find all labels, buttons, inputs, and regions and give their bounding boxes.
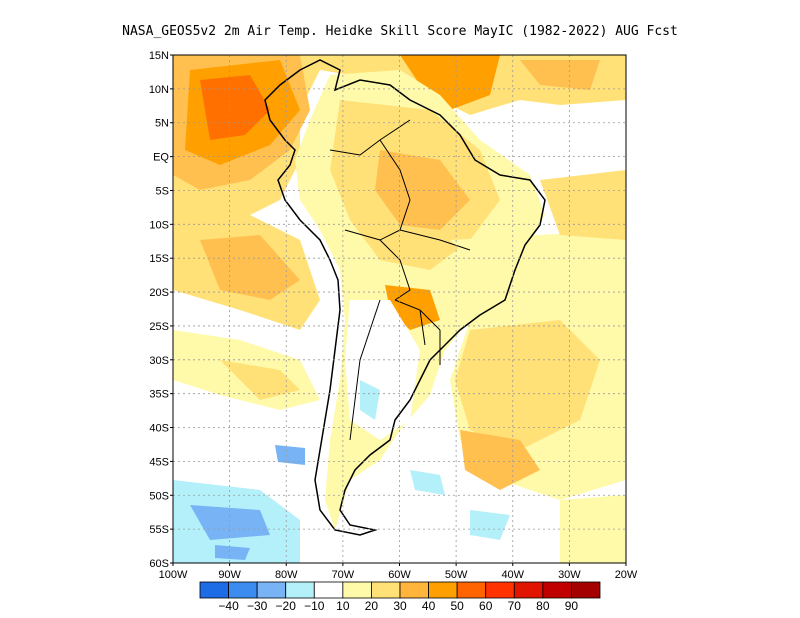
colorbar (199, 581, 601, 599)
colorbar-label: 80 (536, 599, 550, 613)
colorbar-swatch (313, 581, 344, 599)
lon-tick-label: 100W (159, 569, 188, 581)
colorbar-swatch (399, 581, 429, 599)
map-field (173, 55, 626, 563)
colorbar-swatch (285, 581, 315, 599)
colorbar-label: −30 (247, 599, 268, 613)
lon-tick-label: 90W (218, 569, 241, 581)
lat-tick-label: 45S (149, 456, 169, 468)
lon-tick-label: 50W (445, 569, 468, 581)
colorbar-label: 90 (565, 599, 579, 613)
colorbar-swatch (342, 581, 372, 599)
map-grid (173, 55, 626, 563)
colorbar-label: 20 (365, 599, 379, 613)
colorbar-label: 70 (508, 599, 522, 613)
colorbar-label: 10 (336, 599, 350, 613)
lat-tick-label: 25S (149, 321, 169, 333)
continent-coastline (264, 59, 546, 536)
lat-tick-label: 10N (149, 84, 169, 96)
lon-tick-label: 70W (332, 569, 355, 581)
colorbar-swatch (428, 581, 458, 599)
lat-tick-label: 55S (149, 524, 169, 536)
lat-tick-label: 50S (149, 490, 169, 502)
colorbar-swatch (485, 581, 515, 599)
lon-tick-label: 30W (558, 569, 581, 581)
lat-tick-label: 15N (149, 50, 169, 62)
lat-tick-label: 15S (149, 253, 169, 265)
colorbar-swatch (513, 581, 544, 599)
lon-tick-label: 80W (275, 569, 298, 581)
colorbar-swatch (456, 581, 487, 599)
lat-tick-label: 60S (149, 558, 169, 570)
colorbar-label: 30 (393, 599, 407, 613)
colorbar-labels: −40 −30 −20 −10 10 20 30 40 50 60 70 80 90 (218, 599, 578, 613)
colorbar-swatch (199, 581, 229, 599)
lat-tick-label: 30S (149, 355, 169, 367)
map-title: NASA_GEOS5v2 2m Air Temp. Heidke Skill S… (122, 24, 678, 39)
colorbar-label: −40 (218, 599, 239, 613)
colorbar-swatch (571, 581, 601, 599)
colorbar-swatch (371, 581, 401, 599)
lon-tick-label: 60W (388, 569, 411, 581)
lon-tick-label: 20W (615, 569, 638, 581)
colorbar-swatch (542, 581, 572, 599)
colorbar-label: 50 (450, 599, 464, 613)
lat-tick-label: 40S (149, 423, 169, 435)
lon-tick-label: 40W (501, 569, 524, 581)
skill-shading (173, 55, 626, 563)
lat-tick-label: 35S (149, 389, 169, 401)
lat-tick-label: 5S (156, 185, 169, 197)
lat-tick-label: 20S (149, 287, 169, 299)
colorbar-label: 60 (479, 599, 493, 613)
colorbar-swatch (228, 581, 258, 599)
lat-tick-label: 10S (149, 219, 169, 231)
colorbar-label: 40 (422, 599, 436, 613)
lat-tick-label: 5N (155, 118, 169, 130)
latitude-labels: 15N 10N 5N EQ 5S 10S 15S 20S 25S 30S 35S 40S 45S 50S 5… (149, 50, 173, 570)
lat-tick-label: EQ (153, 152, 169, 164)
colorbar-label: −10 (304, 599, 325, 613)
colorbar-swatch (256, 581, 287, 599)
longitude-labels: 100W 90W 80W 70W 60W 50W 40W 30W 20W (159, 563, 638, 581)
colorbar-label: −20 (276, 599, 297, 613)
